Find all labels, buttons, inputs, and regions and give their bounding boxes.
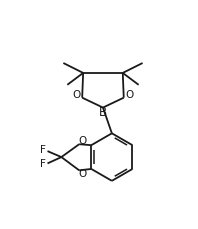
Text: F: F — [40, 159, 46, 169]
Text: O: O — [126, 90, 134, 100]
Text: O: O — [78, 169, 86, 179]
Text: O: O — [78, 136, 86, 146]
Text: F: F — [40, 145, 46, 155]
Text: O: O — [72, 90, 80, 100]
Text: B: B — [99, 106, 107, 119]
